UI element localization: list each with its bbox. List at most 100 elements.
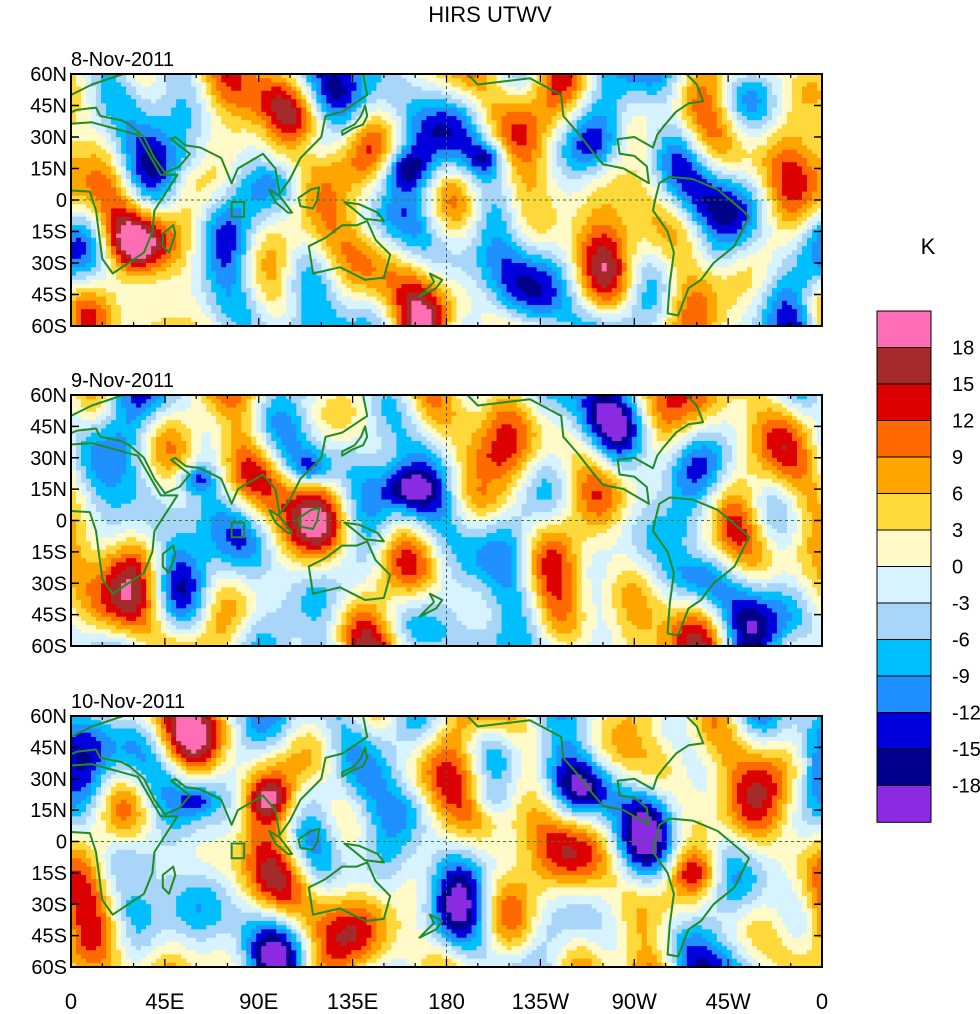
- colorbar-level-label: 12: [952, 411, 974, 433]
- coastline-sumatra: [268, 830, 294, 855]
- coastline-nz: [418, 592, 444, 618]
- coastline-namerica: [466, 395, 705, 505]
- colorbar-level-label: -9: [952, 666, 970, 688]
- coastline-newguinea: [343, 201, 385, 222]
- coastline-eurasia: [71, 395, 369, 516]
- colorbar-level-label: -12: [952, 703, 980, 725]
- coastline-africa: [71, 763, 179, 916]
- coastline-australia: [307, 861, 392, 922]
- y-tick-label: 30S: [31, 573, 67, 595]
- y-tick-label: 45S: [31, 926, 67, 948]
- coastline-madagascar: [161, 224, 177, 254]
- coastline-eurasia: [71, 716, 369, 837]
- coastline-eurasia: [71, 74, 369, 195]
- y-tick-label: 60S: [31, 636, 67, 658]
- colorbar-unit: K: [921, 234, 936, 259]
- y-tick-label: 30S: [31, 253, 67, 275]
- x-tick-label: 135E: [327, 989, 378, 1014]
- coastline-namerica: [466, 74, 705, 185]
- y-tick-label: 30S: [31, 894, 67, 916]
- colorbar-swatch: [876, 748, 932, 787]
- colorbar-swatch: [876, 310, 932, 349]
- colorbar-level-label: -18: [952, 776, 980, 798]
- colorbar-level-label: 9: [952, 447, 963, 469]
- coastline-nz: [418, 913, 444, 939]
- coastline-japan: [341, 746, 369, 778]
- coastline-africa: [71, 121, 179, 275]
- coastline-japan: [341, 425, 369, 457]
- y-tick-label: 60S: [31, 957, 67, 979]
- y-tick-label: 15N: [30, 479, 67, 501]
- y-tick-label: 15S: [31, 542, 67, 564]
- coastlines: [71, 395, 750, 637]
- coastline-madagascar: [161, 544, 177, 574]
- colorbar-level-label: -3: [952, 593, 970, 615]
- y-tick-label: 15N: [30, 800, 67, 822]
- coastline-australia: [307, 540, 392, 601]
- y-tick-label: 0: [56, 832, 67, 854]
- coastline-japan: [341, 104, 369, 136]
- y-tick-label: 45N: [30, 96, 67, 118]
- colorbar-swatch: [876, 456, 932, 495]
- colorbar-level-label: 15: [952, 374, 974, 396]
- panel-date-label: 8-Nov-2011: [71, 49, 174, 71]
- y-tick-label: 30N: [30, 769, 67, 791]
- y-tick-label: 45N: [30, 737, 67, 759]
- y-tick-label: 60N: [30, 64, 67, 86]
- coastline-sumatra: [268, 509, 294, 534]
- coastline-samerica: [652, 175, 750, 317]
- region-box: [230, 842, 246, 860]
- y-tick-label: 0: [56, 511, 67, 533]
- colorbar-level-label: 6: [952, 484, 963, 506]
- coastline-namerica: [466, 716, 705, 826]
- y-tick-label: 45N: [30, 416, 67, 438]
- coastline-africa: [71, 442, 179, 595]
- colorbar-swatch: [876, 639, 932, 677]
- colorbar-swatch: [876, 785, 932, 823]
- field-shading: [71, 716, 822, 967]
- colorbar-level-label: -6: [952, 630, 970, 652]
- y-tick-label: 45S: [31, 285, 67, 307]
- coastline-nz: [418, 272, 444, 298]
- x-axis: 0 45E 90E 135E 180 135W 90W 45W 0: [65, 989, 828, 1014]
- y-tick-label: 15S: [31, 222, 67, 244]
- field-shading: [71, 74, 822, 326]
- colorbar-swatch: [876, 602, 932, 641]
- map-panels: 8-Nov-201160N45N30N15N015S30S45S60S9-Nov…: [30, 49, 823, 979]
- colorbar-swatch: [876, 712, 932, 750]
- y-tick-label: 60S: [31, 316, 67, 338]
- x-tick-label: 90W: [612, 989, 657, 1014]
- colorbar-swatch: [876, 675, 932, 714]
- region-box: [230, 201, 246, 218]
- panel-date-label: 9-Nov-2011: [71, 370, 174, 392]
- coastline-samerica: [652, 496, 750, 637]
- coastlines: [71, 716, 750, 958]
- coastlines: [71, 74, 750, 317]
- panel-date-label: 10-Nov-2011: [71, 691, 185, 713]
- colorbar-level-label: 0: [952, 557, 963, 579]
- coastline-madagascar: [161, 865, 177, 895]
- coastline-sumatra: [268, 188, 294, 214]
- chart-title: HIRS UTWV: [428, 2, 552, 27]
- colorbar-level-label: 3: [952, 520, 963, 542]
- y-tick-label: 15S: [31, 863, 67, 885]
- coastline-newguinea: [343, 842, 385, 864]
- y-tick-label: 60N: [30, 706, 67, 728]
- colorbar-swatch: [876, 383, 932, 422]
- y-tick-label: 30N: [30, 448, 67, 470]
- coastline-samerica: [652, 817, 750, 958]
- colorbar-swatch: [876, 347, 932, 385]
- y-tick-label: 60N: [30, 385, 67, 407]
- colorbar-level-label: -15: [952, 739, 980, 761]
- x-tick-label: 45E: [145, 989, 184, 1014]
- coastline-australia: [307, 220, 392, 281]
- x-tick-label: 135W: [512, 989, 570, 1014]
- x-tick-label: 0: [65, 989, 77, 1014]
- colorbar-swatch: [876, 566, 932, 604]
- y-tick-label: 45S: [31, 605, 67, 627]
- colorbar-level-label: 18: [952, 338, 974, 360]
